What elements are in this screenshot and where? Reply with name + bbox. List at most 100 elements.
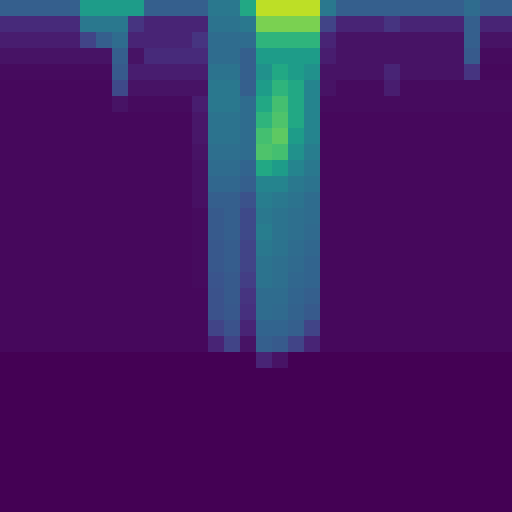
cell [48, 80, 65, 97]
cell [240, 272, 257, 289]
cell [160, 16, 177, 33]
cell [64, 368, 81, 385]
cell [240, 32, 257, 49]
cell [320, 96, 337, 113]
cell [144, 240, 161, 257]
cell [80, 288, 97, 305]
cell [464, 368, 481, 385]
cell [384, 400, 401, 417]
cell [64, 160, 81, 177]
cell [384, 80, 401, 97]
cell [432, 416, 449, 433]
cell [32, 16, 49, 33]
cell [112, 384, 129, 401]
cell [256, 496, 273, 512]
cell [96, 160, 113, 177]
cell [192, 160, 209, 177]
cell [288, 80, 305, 97]
cell [160, 416, 177, 433]
cell [32, 464, 49, 481]
cell [272, 176, 289, 193]
cell [80, 400, 97, 417]
cell [384, 208, 401, 225]
cell [176, 64, 193, 81]
cell [160, 272, 177, 289]
cell [432, 336, 449, 353]
cell [96, 480, 113, 497]
cell [208, 288, 225, 305]
cell [480, 32, 497, 49]
cell [480, 336, 497, 353]
cell [432, 64, 449, 81]
cell [48, 16, 65, 33]
cell [368, 400, 385, 417]
cell [272, 416, 289, 433]
cell [0, 80, 17, 97]
cell [352, 64, 369, 81]
cell [336, 256, 353, 273]
cell [16, 224, 33, 241]
cell [384, 224, 401, 241]
cell [48, 208, 65, 225]
cell [400, 304, 417, 321]
heatmap-cells [0, 0, 512, 512]
cell [256, 240, 273, 257]
cell [64, 352, 81, 369]
cell [480, 0, 497, 17]
cell [480, 48, 497, 65]
cell [144, 80, 161, 97]
cell [256, 16, 273, 33]
cell [192, 384, 209, 401]
cell [0, 64, 17, 81]
cell [32, 336, 49, 353]
cell [176, 224, 193, 241]
cell [48, 400, 65, 417]
cell [192, 224, 209, 241]
cell [32, 144, 49, 161]
cell [272, 480, 289, 497]
cell [176, 288, 193, 305]
cell [496, 272, 512, 289]
cell [352, 176, 369, 193]
cell [336, 480, 353, 497]
cell [496, 224, 512, 241]
cell [384, 64, 401, 81]
cell [384, 384, 401, 401]
cell [128, 352, 145, 369]
cell [288, 368, 305, 385]
cell [288, 0, 305, 17]
cell [368, 256, 385, 273]
cell [352, 448, 369, 465]
cell [416, 480, 433, 497]
cell [432, 176, 449, 193]
cell [288, 464, 305, 481]
cell [224, 256, 241, 273]
cell [144, 480, 161, 497]
cell [464, 256, 481, 273]
cell [48, 144, 65, 161]
cell [240, 112, 257, 129]
cell [48, 336, 65, 353]
cell [240, 192, 257, 209]
cell [320, 160, 337, 177]
cell [224, 48, 241, 65]
cell [192, 352, 209, 369]
cell [368, 0, 385, 17]
cell [64, 48, 81, 65]
cell [0, 432, 17, 449]
cell [128, 480, 145, 497]
cell [336, 240, 353, 257]
cell [80, 352, 97, 369]
cell [0, 96, 17, 113]
cell [240, 0, 257, 17]
cell [128, 192, 145, 209]
cell [416, 368, 433, 385]
cell [464, 0, 481, 17]
cell [496, 112, 512, 129]
cell [432, 144, 449, 161]
cell [368, 80, 385, 97]
cell [128, 384, 145, 401]
cell [352, 144, 369, 161]
cell [368, 176, 385, 193]
cell [0, 144, 17, 161]
